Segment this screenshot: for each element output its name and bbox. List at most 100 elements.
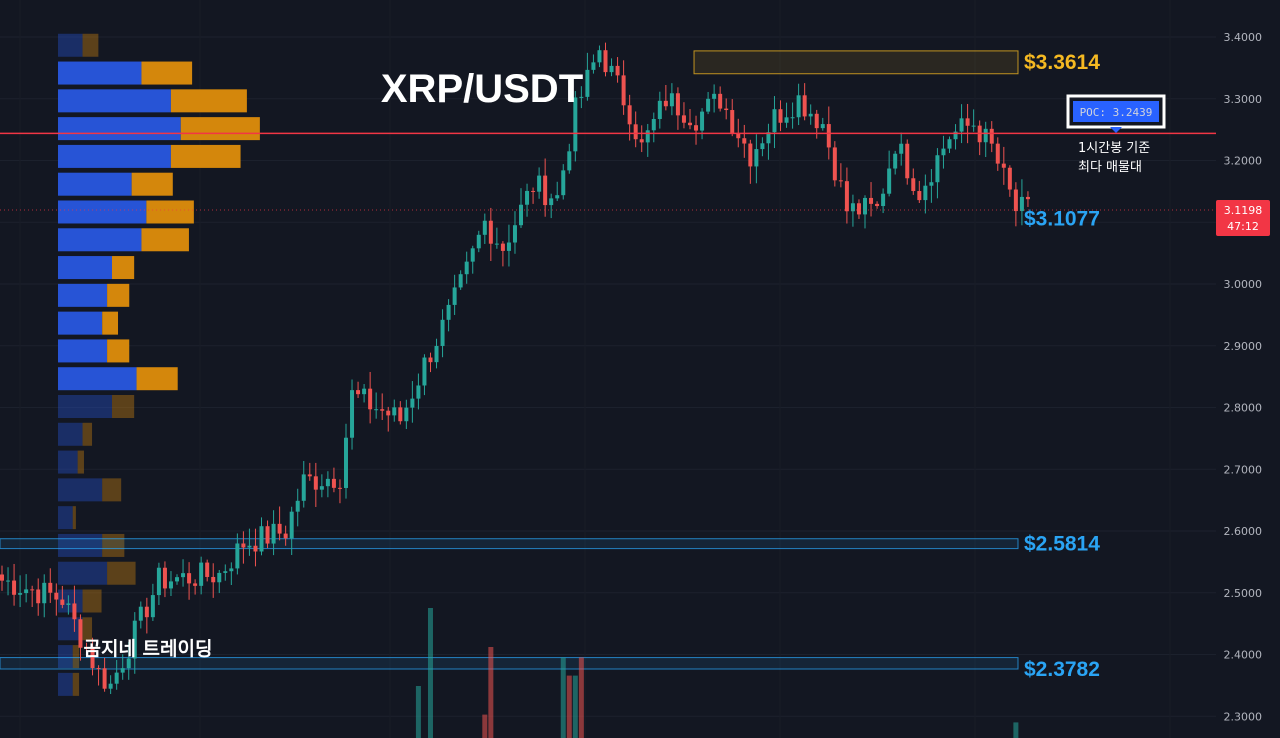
candle-body bbox=[416, 385, 421, 399]
candle-body bbox=[217, 572, 222, 583]
candle-body bbox=[181, 573, 186, 578]
candle-body bbox=[651, 118, 656, 131]
candle-body bbox=[923, 185, 928, 201]
candle-body bbox=[0, 574, 4, 581]
candle-body bbox=[428, 357, 433, 363]
candle-body bbox=[681, 115, 686, 123]
volume-profile-down-bar bbox=[72, 672, 80, 696]
candle-body bbox=[440, 319, 445, 346]
volume-bars bbox=[415, 608, 1019, 738]
candle-body bbox=[295, 500, 300, 512]
candle-body bbox=[458, 274, 463, 288]
candle-body bbox=[748, 143, 753, 167]
volume-profile-down-bar bbox=[82, 617, 93, 641]
candle-body bbox=[561, 170, 566, 196]
candle-body bbox=[621, 75, 626, 106]
candle-body bbox=[271, 523, 276, 544]
candle-body bbox=[989, 128, 994, 144]
candle-body bbox=[706, 98, 711, 112]
candle-body bbox=[567, 151, 572, 171]
candle-body bbox=[639, 139, 644, 143]
candle-body bbox=[531, 190, 536, 192]
current-price-tag: 3.1198 47:12 bbox=[1216, 200, 1270, 236]
volume-bar bbox=[572, 675, 578, 738]
candle-body bbox=[959, 118, 964, 132]
candle-body bbox=[718, 93, 723, 109]
candle-body bbox=[24, 589, 29, 594]
candle-body bbox=[175, 577, 180, 582]
candle-body bbox=[211, 576, 216, 583]
candle-body bbox=[138, 606, 143, 621]
volume-profile-up-bar bbox=[58, 144, 171, 168]
y-tick-label: 2.6000 bbox=[1224, 525, 1263, 538]
candle-body bbox=[694, 125, 699, 131]
candle-body bbox=[549, 198, 554, 206]
volume-bar bbox=[578, 657, 584, 738]
candle-body bbox=[253, 545, 258, 552]
candle-body bbox=[36, 589, 41, 604]
candle-body bbox=[742, 138, 747, 144]
candle-body bbox=[627, 105, 632, 125]
y-tick-label: 3.4000 bbox=[1224, 31, 1263, 44]
candle-body bbox=[90, 648, 95, 669]
candle-body bbox=[392, 407, 397, 416]
volume-profile-up-bar bbox=[58, 422, 83, 446]
candle-body bbox=[235, 543, 240, 569]
current-price-value: 3.1198 bbox=[1224, 204, 1263, 217]
candle-body bbox=[1013, 189, 1018, 212]
candle-body bbox=[470, 248, 475, 262]
volume-profile-up-bar bbox=[58, 256, 113, 280]
y-tick-label: 2.4000 bbox=[1224, 649, 1263, 662]
candle-body bbox=[102, 668, 107, 689]
volume-profile-up-bar bbox=[58, 117, 181, 141]
volume-bar bbox=[560, 657, 566, 738]
volume-profile-down-bar bbox=[102, 311, 119, 335]
candle-body bbox=[760, 143, 765, 150]
candle-body bbox=[368, 388, 373, 410]
volume-profile-down-bar bbox=[107, 283, 130, 307]
candle-body bbox=[869, 197, 874, 204]
volume-profile bbox=[58, 33, 260, 696]
volume-profile-up-bar bbox=[58, 478, 103, 502]
reference-lines bbox=[0, 132, 1216, 211]
candle-body bbox=[814, 113, 819, 129]
y-tick-label: 3.3000 bbox=[1224, 93, 1263, 106]
candle-body bbox=[893, 153, 898, 169]
candle-body bbox=[929, 182, 934, 186]
volume-profile-down-bar bbox=[170, 144, 241, 168]
candle-body bbox=[657, 100, 662, 119]
candle-body bbox=[615, 65, 620, 76]
level-label: $3.3614 bbox=[1024, 51, 1100, 74]
candle-body bbox=[887, 168, 892, 194]
y-tick-label: 2.7000 bbox=[1224, 463, 1263, 476]
volume-bar bbox=[488, 647, 494, 738]
poc-callout: POC: 3.2439 1시간봉 기준 최다 매물대 bbox=[1066, 94, 1166, 175]
candle-body bbox=[645, 130, 650, 143]
candle-body bbox=[162, 567, 167, 589]
poc-box bbox=[1073, 101, 1159, 122]
candle-body bbox=[156, 567, 161, 596]
volume-profile-down-bar bbox=[136, 367, 178, 391]
candle-body bbox=[168, 581, 173, 589]
y-tick-label: 2.8000 bbox=[1224, 402, 1263, 415]
candle-body bbox=[669, 93, 674, 107]
y-tick-label: 3.0000 bbox=[1224, 278, 1263, 291]
candle-body bbox=[6, 580, 11, 582]
y-tick-label: 2.9000 bbox=[1224, 340, 1263, 353]
level-label: $2.5814 bbox=[1024, 532, 1100, 555]
volume-profile-down-bar bbox=[102, 478, 122, 502]
volume-profile-down-bar bbox=[82, 589, 102, 613]
candle-body bbox=[730, 110, 735, 134]
candle-body bbox=[72, 603, 77, 620]
candle-body bbox=[802, 95, 807, 117]
volume-profile-down-bar bbox=[141, 228, 189, 252]
candle-body bbox=[766, 132, 771, 144]
volume-profile-up-bar bbox=[58, 561, 108, 585]
volume-profile-up-bar bbox=[58, 311, 103, 335]
candle-body bbox=[337, 487, 342, 489]
candle-body bbox=[464, 261, 469, 275]
candle-body bbox=[18, 593, 23, 595]
volume-profile-down-bar bbox=[82, 33, 99, 57]
volume-profile-down-bar bbox=[72, 506, 76, 530]
